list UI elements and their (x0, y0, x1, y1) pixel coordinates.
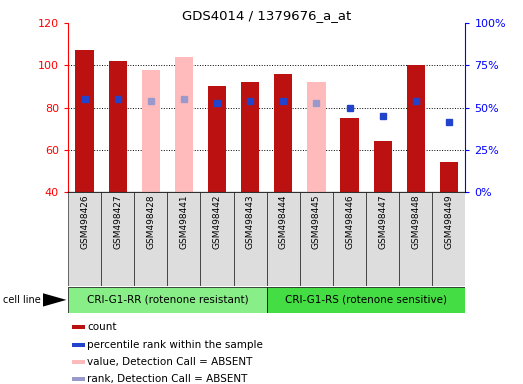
Bar (267, 287, 465, 313)
Bar (175, 57, 193, 192)
Bar (72, 377, 85, 381)
Bar (234, 192, 267, 286)
Bar (373, 141, 392, 192)
Text: cell line: cell line (3, 295, 40, 305)
Bar (399, 192, 433, 286)
Bar (308, 82, 325, 192)
Text: GSM498441: GSM498441 (179, 195, 188, 250)
Bar (101, 192, 134, 286)
Bar (68, 192, 101, 286)
Bar (433, 192, 465, 286)
Bar (109, 61, 127, 192)
Bar (200, 192, 234, 286)
Bar (75, 50, 94, 192)
Text: GSM498444: GSM498444 (279, 195, 288, 249)
Bar (267, 192, 300, 286)
Text: GSM498426: GSM498426 (80, 195, 89, 250)
Text: CRI-G1-RR (rotenone resistant): CRI-G1-RR (rotenone resistant) (86, 295, 248, 305)
Bar (333, 192, 366, 286)
Text: GSM498446: GSM498446 (345, 195, 354, 250)
Text: GSM498447: GSM498447 (378, 195, 387, 250)
Bar (366, 192, 399, 286)
Text: GSM498448: GSM498448 (411, 195, 420, 250)
Bar (340, 118, 359, 192)
Text: value, Detection Call = ABSENT: value, Detection Call = ABSENT (87, 357, 253, 367)
Text: GSM498449: GSM498449 (445, 195, 453, 250)
Text: CRI-G1-RS (rotenone sensitive): CRI-G1-RS (rotenone sensitive) (285, 295, 447, 305)
Bar (274, 74, 292, 192)
Bar (440, 162, 458, 192)
Polygon shape (43, 293, 66, 306)
Text: GSM498427: GSM498427 (113, 195, 122, 250)
Text: percentile rank within the sample: percentile rank within the sample (87, 339, 263, 349)
Bar (167, 192, 200, 286)
Bar (72, 343, 85, 346)
Text: GSM498428: GSM498428 (146, 195, 155, 250)
Text: count: count (87, 322, 117, 332)
Bar (72, 360, 85, 364)
Text: GSM498442: GSM498442 (212, 195, 222, 249)
Bar (300, 192, 333, 286)
Text: GSM498443: GSM498443 (246, 195, 255, 250)
Bar (134, 192, 167, 286)
Title: GDS4014 / 1379676_a_at: GDS4014 / 1379676_a_at (182, 9, 351, 22)
Bar (208, 86, 226, 192)
Bar (68, 287, 267, 313)
Text: rank, Detection Call = ABSENT: rank, Detection Call = ABSENT (87, 374, 248, 384)
Bar (142, 70, 160, 192)
Text: GSM498445: GSM498445 (312, 195, 321, 250)
Bar (407, 65, 425, 192)
Bar (241, 82, 259, 192)
Bar (72, 325, 85, 329)
